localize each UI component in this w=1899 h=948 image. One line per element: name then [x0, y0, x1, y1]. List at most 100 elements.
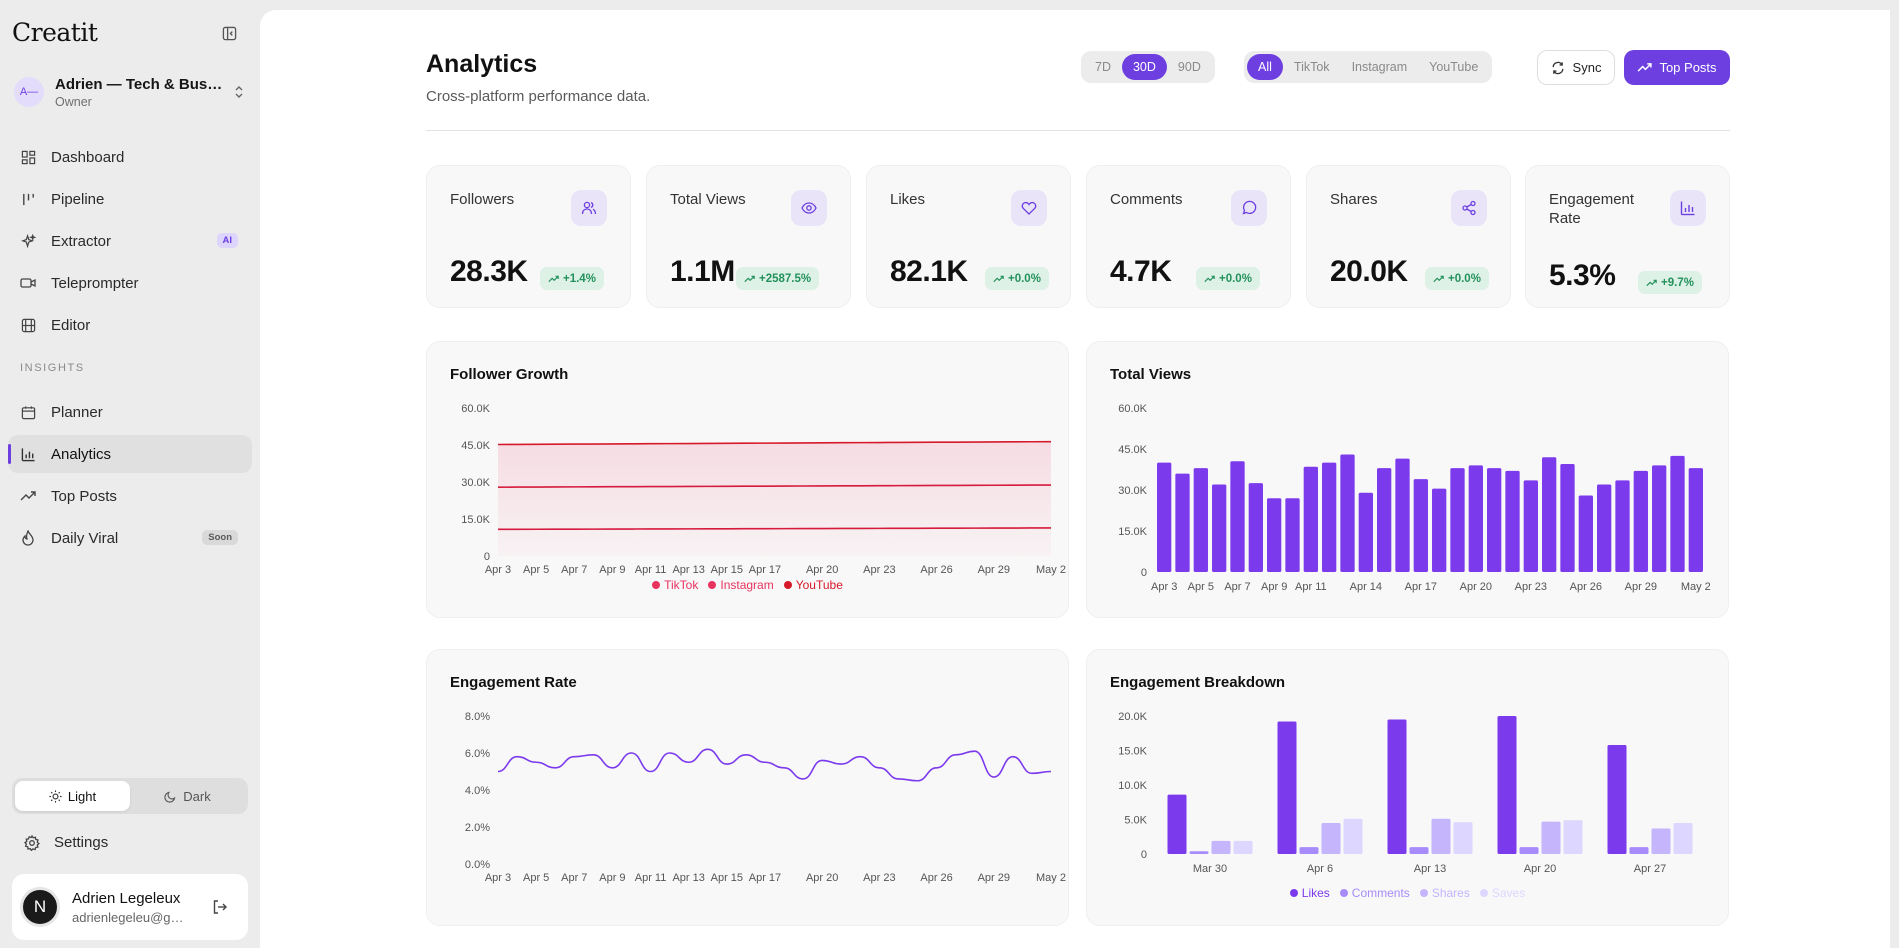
kpi-delta-value: +2587.5%	[759, 272, 812, 285]
sidebar-item-extractor[interactable]: Extractor AI	[8, 222, 252, 260]
x-tick-label: Apr 20	[1524, 863, 1556, 875]
bar	[1523, 480, 1538, 572]
x-tick-label: Apr 13	[1414, 863, 1446, 875]
legend-item-shares[interactable]: Shares	[1419, 886, 1470, 900]
theme-dark-button[interactable]: Dark	[130, 781, 245, 811]
chart-title: Follower Growth	[450, 366, 569, 383]
sidebar-item-label: Daily Viral	[51, 529, 119, 547]
y-tick-label: 30.0K	[1118, 485, 1147, 497]
range-30d[interactable]: 30D	[1121, 54, 1167, 80]
refresh-icon	[1552, 61, 1564, 74]
legend-item-comments[interactable]: Comments	[1339, 886, 1410, 900]
kpi-label: Likes	[890, 191, 926, 208]
bar-saves	[1453, 822, 1473, 854]
top-posts-button[interactable]: Top Posts	[1624, 50, 1730, 85]
sidebar-item-top-posts[interactable]: Top Posts	[8, 477, 252, 515]
calendar-icon	[20, 404, 36, 420]
platform-tiktok[interactable]: TikTok	[1293, 60, 1330, 74]
x-tick-label: Apr 26	[1570, 581, 1602, 593]
trend-up-icon	[1646, 279, 1657, 286]
bar	[1193, 468, 1208, 572]
range-90d[interactable]: 90D	[1177, 60, 1201, 74]
x-tick-label: Apr 15	[711, 564, 743, 576]
sun-icon	[49, 789, 62, 803]
y-tick-label: 8.0%	[465, 711, 490, 723]
bar	[1578, 495, 1593, 572]
chevron-up-down-icon	[232, 85, 246, 99]
sidebar-item-editor[interactable]: Editor	[8, 306, 252, 344]
x-tick-label: Apr 14	[1350, 581, 1382, 593]
sidebar-item-label: Editor	[51, 316, 91, 334]
avatar[interactable]: N	[20, 887, 60, 927]
bar	[1267, 498, 1282, 572]
bar	[1688, 468, 1703, 572]
workspace-role: Owner	[55, 94, 92, 109]
page-title: Analytics	[426, 50, 538, 78]
kpi-likes: Likes 82.1K +0.0%	[866, 165, 1071, 308]
workspace-switcher[interactable]: A— Adrien — Tech & Business Owner	[14, 72, 246, 112]
bar	[1670, 455, 1685, 572]
users-icon	[571, 190, 607, 226]
y-tick-label: 0	[484, 551, 490, 563]
sync-button[interactable]: Sync	[1537, 50, 1615, 85]
y-tick-label: 15.0K	[1118, 526, 1147, 538]
bar	[1175, 473, 1190, 572]
x-tick-label: May 2	[1036, 872, 1066, 884]
y-tick-label: 10.0K	[1118, 780, 1147, 792]
sidebar-toggle-icon	[222, 26, 236, 40]
page-subtitle: Cross-platform performance data.	[426, 88, 651, 105]
kpi-value: 1.1M	[670, 255, 735, 288]
platform-youtube[interactable]: YouTube	[1429, 60, 1479, 74]
bar-shares	[1541, 821, 1561, 854]
app-logo: Creatit	[12, 18, 98, 47]
y-tick-label: 45.0K	[1118, 444, 1147, 456]
range-7d[interactable]: 7D	[1095, 60, 1111, 74]
film-icon	[20, 317, 36, 333]
chart-legend: TikTok Instagram YouTube	[427, 578, 1068, 592]
header-divider	[426, 130, 1730, 131]
kpi-value: 5.3%	[1549, 259, 1616, 292]
x-tick-label: Apr 23	[863, 564, 895, 576]
legend-item-youtube[interactable]: YouTube	[783, 578, 843, 592]
platform-all[interactable]: All	[1247, 54, 1283, 80]
follower-growth-card: Follower Growth 0 15.0K 30.0K 45.0K 60.0K Apr…	[426, 341, 1069, 618]
logout-button[interactable]	[212, 899, 232, 915]
kpi-delta-value: +0.0%	[1448, 272, 1481, 285]
user-card: N Adrien Legeleux adrienlegeleu@gmail.co…	[12, 874, 248, 940]
bar	[1413, 479, 1428, 572]
kpi-total-views: Total Views 1.1M +2587.5%	[646, 165, 851, 308]
legend-dot	[708, 581, 717, 589]
legend-item-likes[interactable]: Likes	[1289, 886, 1330, 900]
sidebar-collapse-button[interactable]	[219, 23, 239, 43]
series-line-instagram	[497, 484, 1052, 488]
x-tick-label: Apr 13	[672, 872, 704, 884]
sidebar-item-teleprompter[interactable]: Teleprompter	[8, 264, 252, 302]
kpi-value: 82.1K	[890, 255, 968, 288]
share-icon	[1451, 190, 1487, 226]
legend-item-saves[interactable]: Saves	[1479, 886, 1525, 900]
sync-label: Sync	[1572, 60, 1602, 75]
y-tick-label: 15.0K	[461, 514, 490, 526]
x-tick-label: Apr 20	[1460, 581, 1492, 593]
bar	[1340, 454, 1355, 572]
engagement-rate-chart: 0.0% 2.0% 4.0% 6.0% 8.0% Apr 3 Apr 5 Apr 7 Apr 9…	[465, 711, 1066, 884]
y-tick-label: 60.0K	[1118, 403, 1147, 415]
legend-item-instagram[interactable]: Instagram	[708, 578, 774, 592]
sidebar-item-dashboard[interactable]: Dashboard	[8, 138, 252, 176]
x-tick-label: Apr 17	[1405, 581, 1437, 593]
y-tick-label: 2.0%	[465, 822, 490, 834]
legend-item-tiktok[interactable]: TikTok	[652, 578, 698, 592]
kpi-delta: +0.0%	[985, 267, 1049, 290]
sidebar-item-settings[interactable]: Settings	[24, 834, 108, 851]
kpi-delta-value: +9.7%	[1661, 276, 1694, 289]
engagement-breakdown-card: Engagement Breakdown 0 5.0K 10.0K 15.0K 20.0…	[1086, 649, 1729, 926]
kpi-delta: +0.0%	[1425, 267, 1489, 290]
sidebar-item-analytics[interactable]: Analytics	[8, 435, 252, 473]
top-posts-label: Top Posts	[1659, 60, 1717, 75]
platform-instagram[interactable]: Instagram	[1351, 60, 1408, 74]
sidebar-item-pipeline[interactable]: Pipeline	[8, 180, 252, 218]
sidebar-item-daily-viral[interactable]: Daily Viral Soon	[8, 519, 252, 557]
sidebar-item-planner[interactable]: Planner	[8, 393, 252, 431]
video-icon	[20, 275, 36, 291]
theme-light-button[interactable]: Light	[15, 781, 130, 811]
